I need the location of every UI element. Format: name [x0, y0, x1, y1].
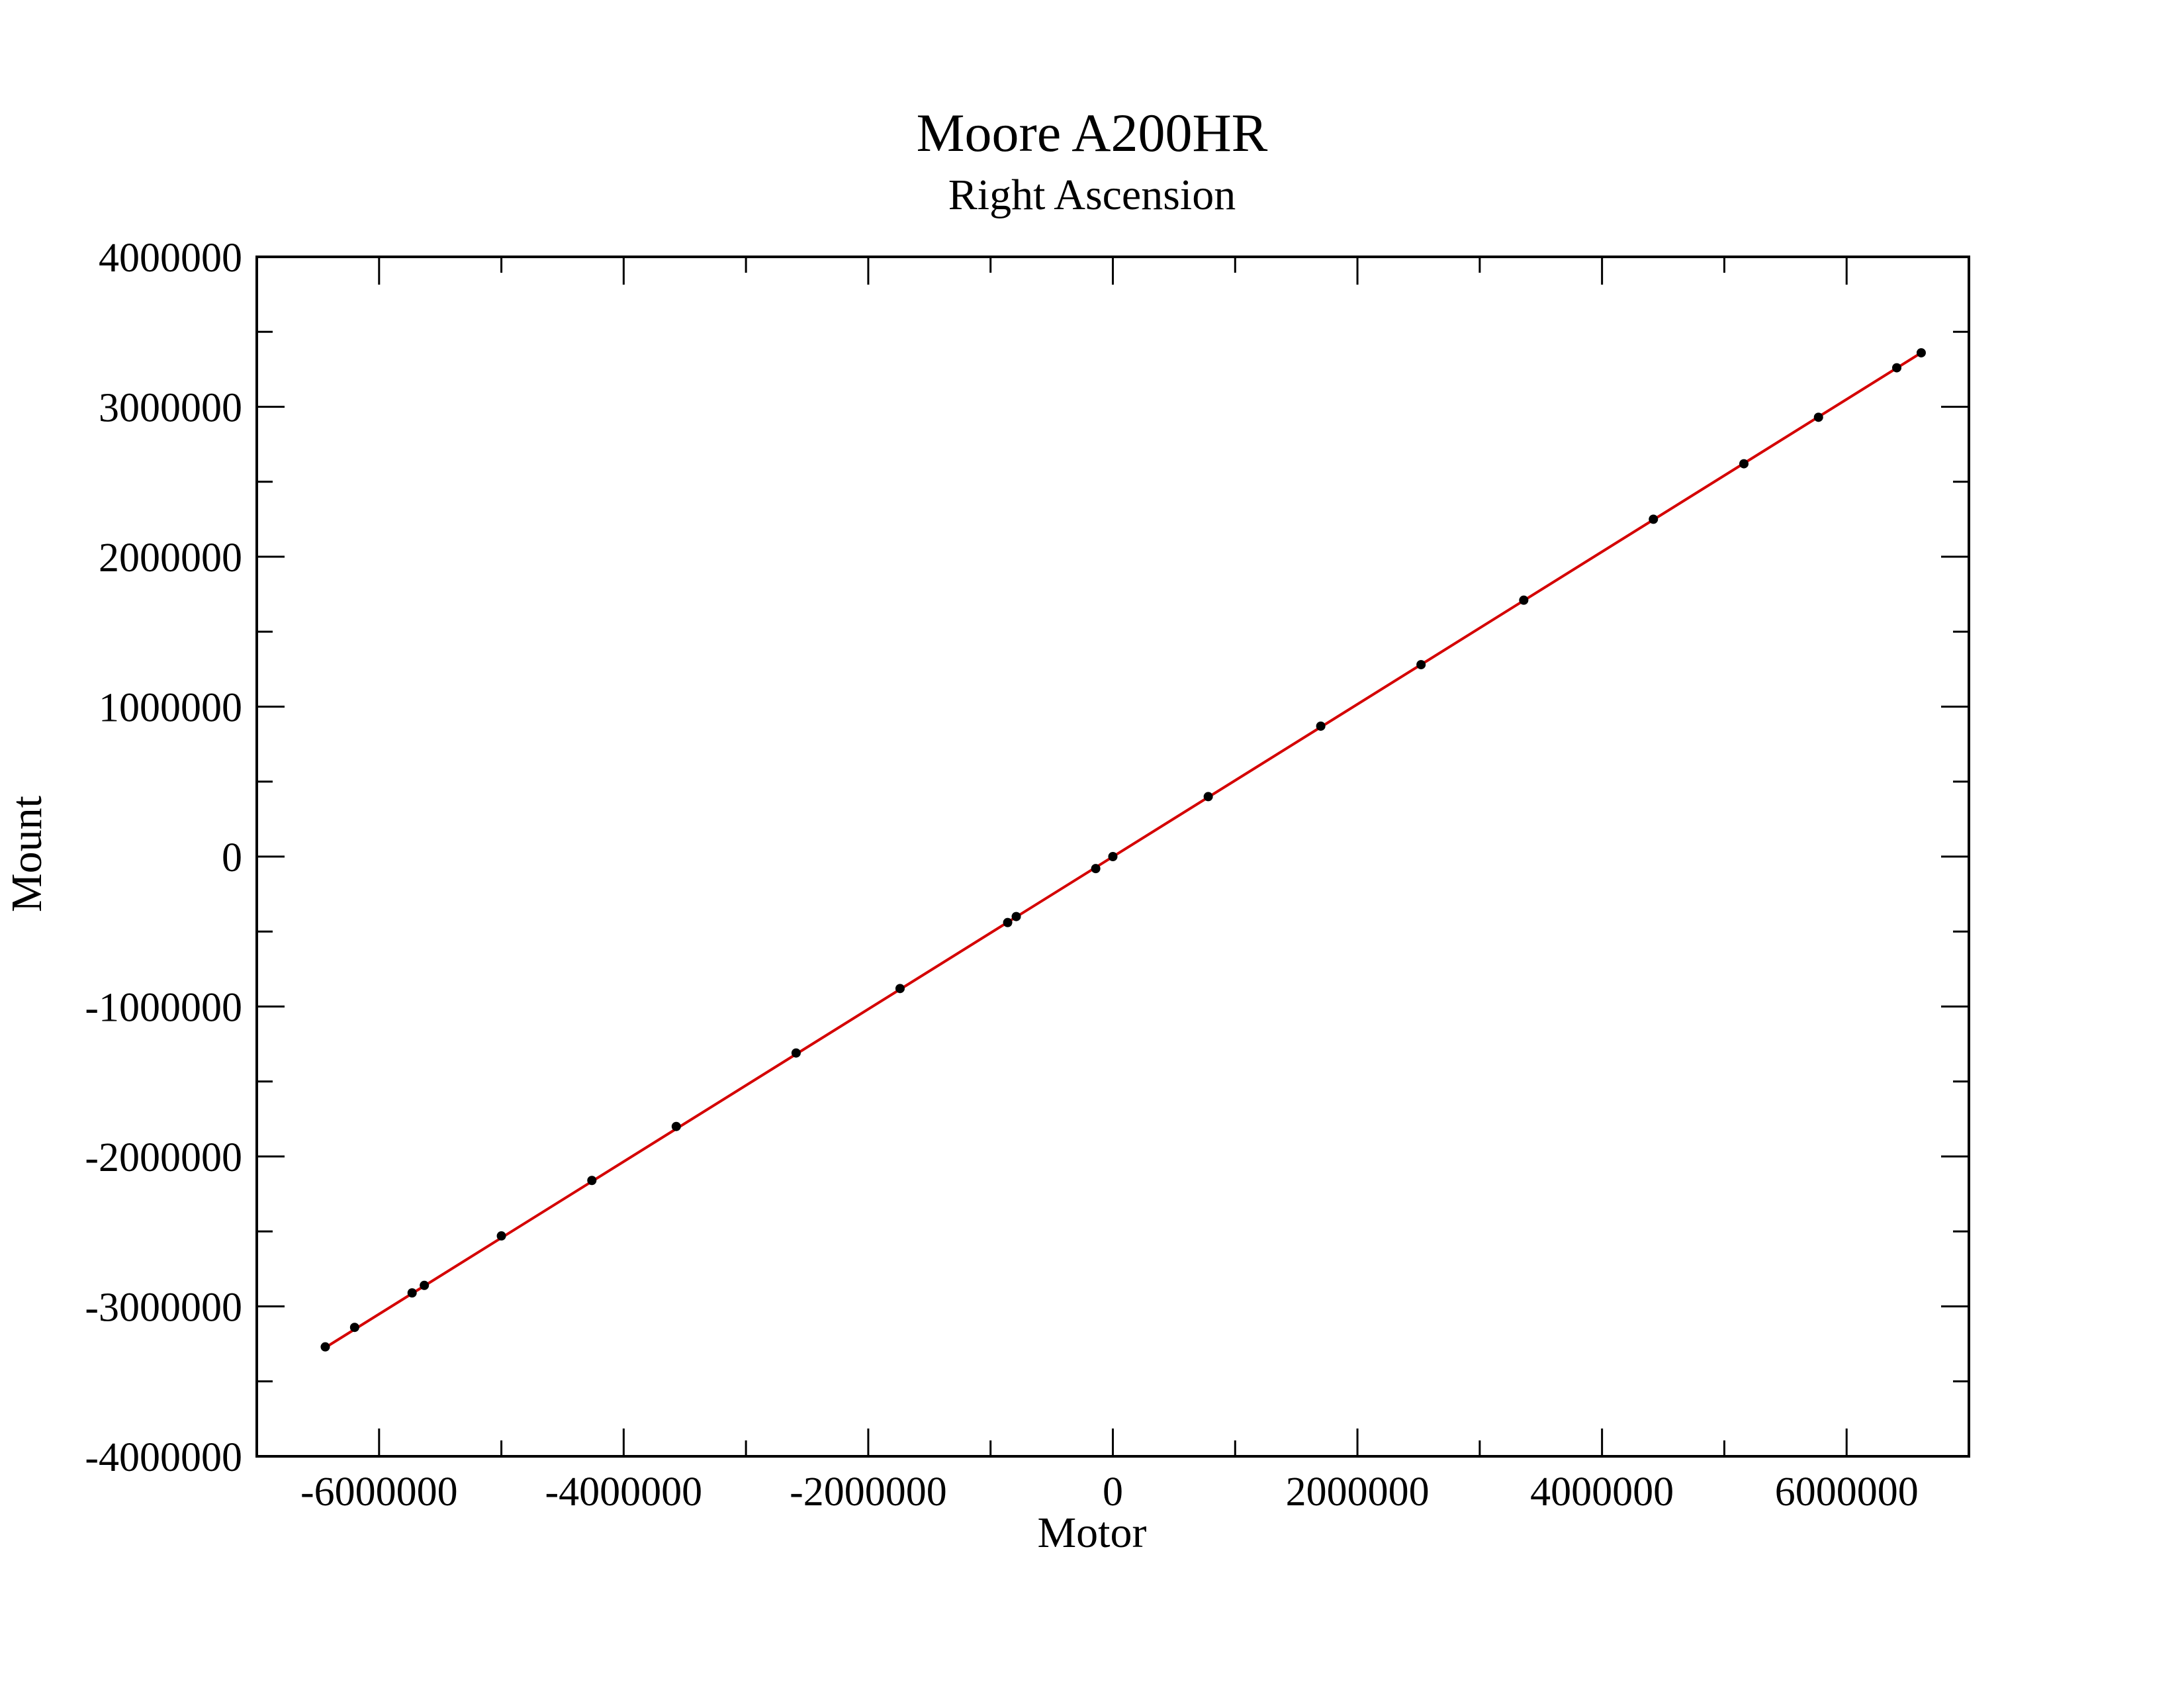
- y-axis-label: Mount: [3, 796, 51, 912]
- x-tick-label: 0: [1103, 1470, 1123, 1515]
- data-point: [1416, 660, 1426, 670]
- data-point: [1203, 792, 1213, 802]
- x-tick-label: 4000000: [1530, 1470, 1674, 1515]
- y-tick-label: 4000000: [99, 236, 242, 281]
- data-point: [1011, 912, 1021, 921]
- x-axis-tick-labels: -6000000 -4000000 -2000000 0 2000000 4000000 6…: [300, 1470, 1919, 1515]
- data-point: [895, 984, 905, 994]
- data-point: [1739, 459, 1749, 469]
- fit-line: [324, 352, 1922, 1349]
- y-tick-label: 0: [222, 835, 242, 880]
- y-axis-tick-labels: -4000000 -3000000 -2000000 -1000000 0 1000000…: [85, 236, 242, 1480]
- data-point: [1813, 412, 1823, 422]
- data-point: [671, 1121, 681, 1131]
- data-point: [1891, 363, 1901, 373]
- data-point: [1003, 917, 1013, 927]
- data-point: [1091, 864, 1101, 874]
- data-point: [320, 1342, 330, 1352]
- data-point: [791, 1048, 801, 1058]
- chart-subtitle: Right Ascension: [948, 171, 1236, 219]
- data-point: [1108, 852, 1118, 861]
- data-point: [1519, 595, 1529, 605]
- x-tick-label: -6000000: [300, 1470, 458, 1515]
- y-tick-label: 2000000: [99, 536, 242, 581]
- y-tick-label: -3000000: [85, 1286, 242, 1331]
- x-tick-label: -4000000: [545, 1470, 703, 1515]
- data-point: [420, 1280, 430, 1290]
- y-tick-label: -2000000: [85, 1135, 242, 1180]
- x-tick-label: 6000000: [1775, 1470, 1919, 1515]
- y-tick-label: 3000000: [99, 386, 242, 431]
- data-point: [496, 1231, 506, 1241]
- x-tick-label: 2000000: [1286, 1470, 1430, 1515]
- y-tick-label: -4000000: [85, 1435, 242, 1480]
- data-point: [587, 1176, 597, 1186]
- y-axis-ticks: [257, 256, 1969, 1458]
- x-axis-label: Motor: [1038, 1509, 1147, 1557]
- data-point: [1649, 514, 1659, 524]
- x-tick-label: -2000000: [790, 1470, 947, 1515]
- chart-title: Moore A200HR: [917, 103, 1268, 163]
- data-point: [1916, 348, 1926, 357]
- data-point: [407, 1288, 417, 1298]
- data-point: [349, 1323, 359, 1333]
- series-layer: [320, 348, 1926, 1352]
- data-point: [1316, 721, 1326, 731]
- y-tick-label: 1000000: [99, 686, 242, 731]
- x-axis-ticks: [255, 257, 1970, 1456]
- y-tick-label: -1000000: [85, 986, 242, 1031]
